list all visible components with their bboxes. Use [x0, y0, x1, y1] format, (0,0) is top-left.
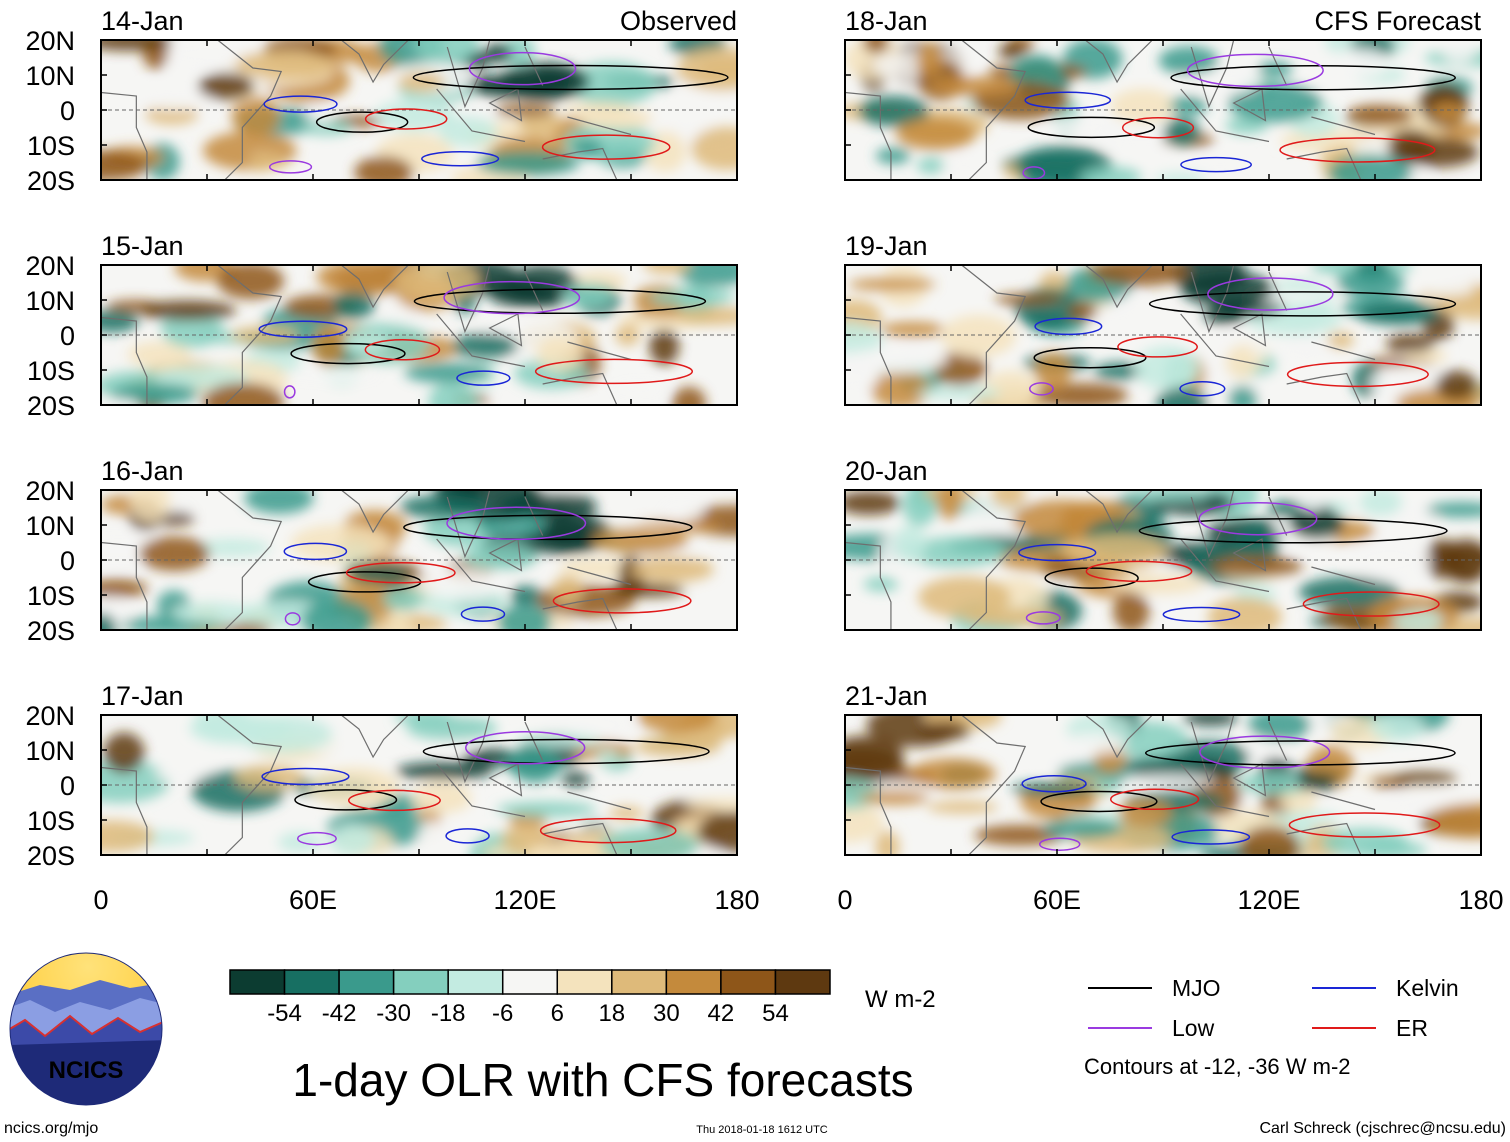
colorbar-tick: 6 [551, 1000, 564, 1027]
contour-note: Contours at -12, -36 W m-2 [1084, 1054, 1351, 1079]
column-label: Observed [620, 6, 737, 36]
y-tick-label: 20N [25, 251, 75, 281]
colorbar-swatch [283, 969, 340, 995]
main-title: 1-day OLR with CFS forecasts [292, 1054, 913, 1106]
y-tick-label: 0 [60, 321, 75, 351]
x-tick-label: 120E [1237, 885, 1300, 915]
x-tick-label: 60E [289, 885, 337, 915]
y-tick-label: 10N [25, 511, 75, 541]
colorbar-swatch [229, 969, 286, 995]
x-tick-label: 180 [1458, 885, 1503, 915]
legend-label: ER [1396, 1015, 1428, 1041]
map-panel: 14-Jan Observed 20N 10N 0 10S 20S [25, 6, 738, 196]
legend-label: Kelvin [1396, 975, 1459, 1001]
y-tick-label: 10N [25, 736, 75, 766]
y-tick-label: 10N [25, 61, 75, 91]
colorbar-swatch [501, 969, 559, 995]
footer-timestamp: Thu 2018-01-18 1612 UTC [696, 1124, 828, 1136]
legend: MJO Kelvin Low ER Contours at -12, -36 W m-2 [1084, 975, 1459, 1079]
panel-date: 18-Jan [845, 6, 928, 36]
colorbar-tick: -54 [267, 1000, 302, 1027]
y-tick-label: 20N [25, 701, 75, 731]
panel-date: 15-Jan [101, 231, 184, 261]
y-tick-label: 10S [27, 131, 75, 161]
y-tick-label: 10S [27, 581, 75, 611]
colorbar-swatch [720, 969, 777, 995]
y-tick-label: 20S [27, 841, 75, 871]
map-panel: 18-Jan CFS Forecast [844, 6, 1482, 181]
x-tick-label: 180 [714, 885, 759, 915]
logo-text: NCICS [49, 1057, 124, 1084]
map-panel: 15-Jan 20N 10N 0 10S 20S [25, 231, 738, 421]
x-tick-label: 60E [1033, 885, 1081, 915]
colorbar-swatch [774, 969, 831, 995]
footer-url[interactable]: ncics.org/mjo [4, 1120, 98, 1137]
x-tick-label: 0 [93, 885, 108, 915]
panel-date: 17-Jan [101, 681, 184, 711]
panel-date: 21-Jan [845, 681, 928, 711]
y-tick-label: 0 [60, 96, 75, 126]
y-tick-label: 10S [27, 806, 75, 836]
colorbar: -54 -42 -30 -18 -6 6 18 30 42 54 W m-2 [229, 969, 936, 1027]
y-tick-label: 20N [25, 476, 75, 506]
colorbar-swatch [338, 969, 395, 995]
colorbar-tick: 30 [653, 1000, 680, 1027]
y-tick-label: 10S [27, 356, 75, 386]
map-panel: 20-Jan [844, 456, 1482, 631]
colorbar-tick: -6 [492, 1000, 513, 1027]
colorbar-swatch [556, 969, 613, 995]
colorbar-swatch [447, 969, 504, 995]
colorbar-tick: 42 [708, 1000, 735, 1027]
map-panel: 17-Jan 20N 10N 0 10S 20S [25, 681, 738, 871]
panel-date: 16-Jan [101, 456, 184, 486]
colorbar-tick: -30 [376, 1000, 411, 1027]
colorbar-units: W m-2 [865, 986, 936, 1013]
ncics-logo: NCICS [9, 952, 163, 1106]
colorbar-swatch [392, 969, 449, 995]
panel-date: 14-Jan [101, 6, 184, 36]
y-tick-label: 0 [60, 546, 75, 576]
panel-date: 19-Jan [845, 231, 928, 261]
map-panel: 19-Jan [844, 231, 1482, 406]
y-tick-label: 0 [60, 771, 75, 801]
legend-label: MJO [1172, 975, 1221, 1001]
legend-label: Low [1172, 1015, 1215, 1041]
y-tick-label: 20N [25, 26, 75, 56]
colorbar-swatch [665, 969, 722, 995]
map-panel: 21-Jan [844, 681, 1482, 856]
x-tick-label: 0 [837, 885, 852, 915]
y-tick-label: 10N [25, 286, 75, 316]
colorbar-tick: 18 [598, 1000, 625, 1027]
y-tick-label: 20S [27, 166, 75, 196]
footer-author: Carl Schreck (cjschrec@ncsu.edu) [1259, 1120, 1506, 1137]
x-tick-label: 120E [493, 885, 556, 915]
map-panel: 16-Jan 20N 10N 0 10S 20S [25, 456, 738, 646]
colorbar-tick: -42 [322, 1000, 357, 1027]
y-tick-label: 20S [27, 391, 75, 421]
colorbar-tick: -18 [431, 1000, 466, 1027]
panel-date: 20-Jan [845, 456, 928, 486]
colorbar-tick: 54 [762, 1000, 789, 1027]
column-label: CFS Forecast [1314, 6, 1481, 36]
y-tick-label: 20S [27, 616, 75, 646]
colorbar-swatch [611, 969, 668, 995]
